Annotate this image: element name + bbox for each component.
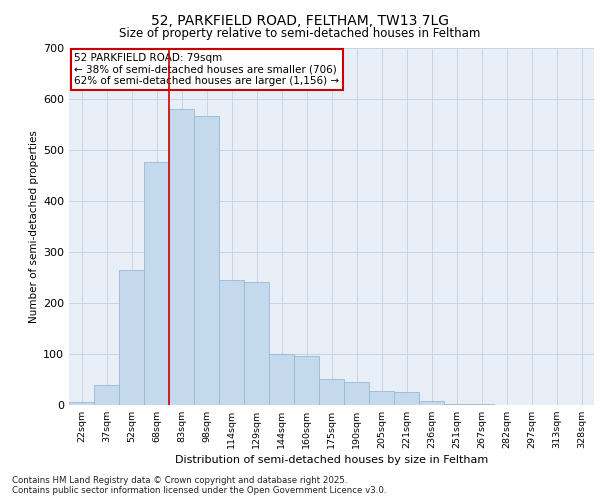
Bar xyxy=(419,401,444,405)
Bar xyxy=(294,356,319,405)
Text: 52, PARKFIELD ROAD, FELTHAM, TW13 7LG: 52, PARKFIELD ROAD, FELTHAM, TW13 7LG xyxy=(151,14,449,28)
Text: Size of property relative to semi-detached houses in Feltham: Size of property relative to semi-detach… xyxy=(119,28,481,40)
Bar xyxy=(269,354,294,405)
Bar xyxy=(119,270,144,405)
Bar xyxy=(469,404,494,405)
Bar xyxy=(194,116,219,405)
Bar xyxy=(219,280,244,405)
Bar xyxy=(244,282,269,405)
Text: 52 PARKFIELD ROAD: 79sqm
← 38% of semi-detached houses are smaller (706)
62% of : 52 PARKFIELD ROAD: 79sqm ← 38% of semi-d… xyxy=(74,53,340,86)
Bar xyxy=(169,109,194,405)
Text: Contains HM Land Registry data © Crown copyright and database right 2025.
Contai: Contains HM Land Registry data © Crown c… xyxy=(12,476,386,495)
X-axis label: Distribution of semi-detached houses by size in Feltham: Distribution of semi-detached houses by … xyxy=(175,456,488,466)
Bar xyxy=(444,404,469,405)
Bar xyxy=(394,392,419,405)
Bar xyxy=(144,162,169,405)
Bar xyxy=(344,382,369,405)
Bar xyxy=(319,380,344,405)
Bar xyxy=(69,402,94,405)
Bar xyxy=(369,390,394,405)
Y-axis label: Number of semi-detached properties: Number of semi-detached properties xyxy=(29,130,39,322)
Bar xyxy=(94,384,119,405)
